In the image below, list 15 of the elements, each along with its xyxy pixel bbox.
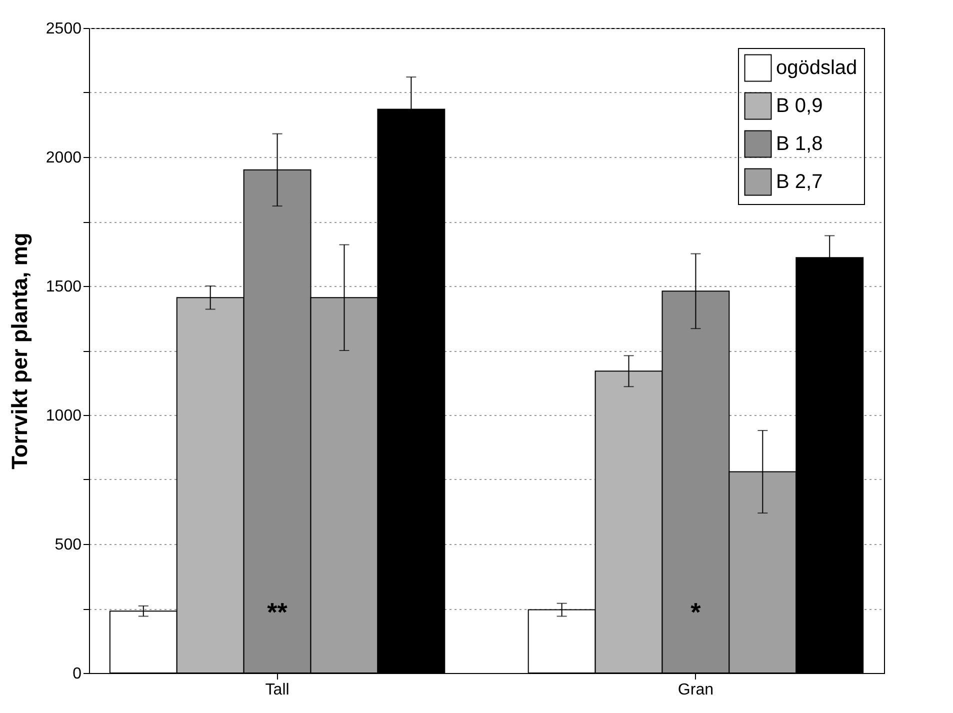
x-tick-label: Tall	[265, 682, 290, 698]
y-tick-label: 0	[72, 666, 82, 682]
legend-label: ogödslad	[776, 57, 858, 79]
y-tick-label: 2500	[46, 20, 82, 38]
y-tick-label: 1500	[46, 278, 82, 296]
y-axis-title: Torrvikt per planta, mg	[6, 232, 32, 470]
legend-label: B 1,8	[776, 133, 823, 155]
y-tick-label: 500	[54, 536, 82, 554]
annotation: **	[267, 597, 288, 627]
x-tick-label: Gran	[678, 682, 714, 698]
annotation: *	[690, 597, 702, 627]
y-tick-label: 2000	[46, 150, 82, 166]
legend-label: B 0,9	[776, 95, 823, 117]
legend-label: B 2,7	[776, 171, 823, 193]
y-tick-label: 1000	[46, 408, 82, 424]
